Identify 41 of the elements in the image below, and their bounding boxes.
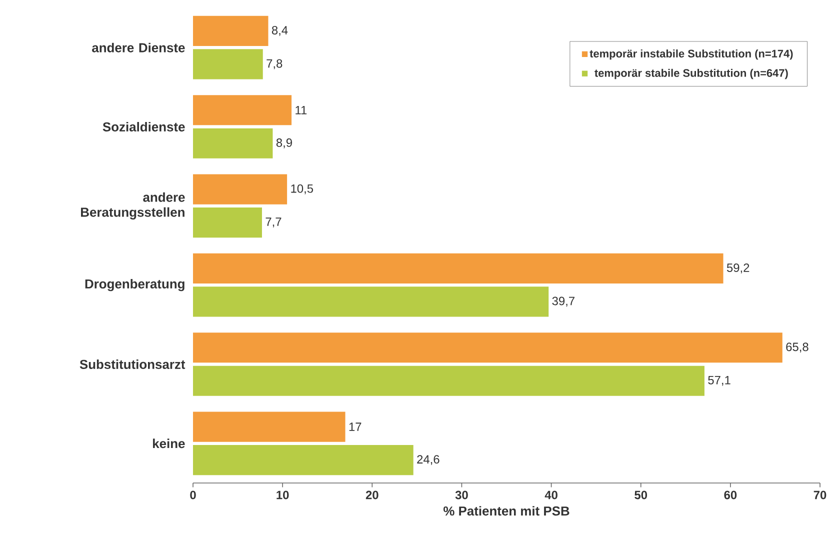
data-label: 8,9: [276, 138, 292, 148]
data-label: 7,8: [266, 59, 282, 70]
data-label: 10,5: [291, 184, 314, 194]
x-tick-label: 30: [455, 490, 468, 500]
bar: [193, 444, 414, 476]
y-tick-label: andere Dienste: [92, 42, 185, 52]
bar: [193, 286, 549, 317]
data-label: 24,6: [417, 455, 440, 465]
data-label: 11: [296, 106, 307, 114]
legend-label: temporär stabile Substitution (n=647): [594, 68, 788, 80]
x-axis-title: % Patienten mit PSB: [444, 506, 570, 516]
x-tick-label: 0: [190, 490, 196, 500]
bar: [193, 412, 346, 442]
data-label: 65,8: [786, 342, 808, 353]
bar: [193, 253, 724, 284]
x-tick-label: 40: [544, 490, 558, 500]
legend-label: temporär instabile Substitution (n=174): [590, 49, 793, 60]
data-label: 59,2: [726, 264, 750, 274]
data-label: 57,1: [708, 376, 730, 386]
bar: [193, 49, 263, 80]
x-tick-label: 60: [724, 490, 737, 500]
x-tick-label: 10: [276, 490, 289, 500]
bar: [193, 332, 782, 363]
bar: [193, 174, 288, 204]
x-tick-label: 20: [366, 490, 378, 500]
bar: [193, 16, 268, 46]
y-tick-label: Sozialdienste: [102, 122, 185, 132]
bar: [193, 95, 292, 126]
y-tick-label: Substitutionsarzt: [80, 359, 186, 369]
y-tick-label: keine: [153, 438, 185, 448]
y-tick-label: Drogenberatung: [85, 279, 184, 292]
x-tick-label: 70: [814, 490, 826, 500]
data-label: 17: [349, 422, 362, 431]
y-tick-label: andere Beratungsstellen: [81, 192, 185, 220]
data-label: 7,7: [266, 218, 282, 228]
bar: [193, 366, 704, 396]
data-label: 39,7: [552, 296, 574, 307]
bar: [193, 128, 273, 158]
x-tick-label: 50: [634, 490, 648, 500]
data-label: 8,4: [272, 26, 288, 36]
bar: [193, 207, 262, 238]
